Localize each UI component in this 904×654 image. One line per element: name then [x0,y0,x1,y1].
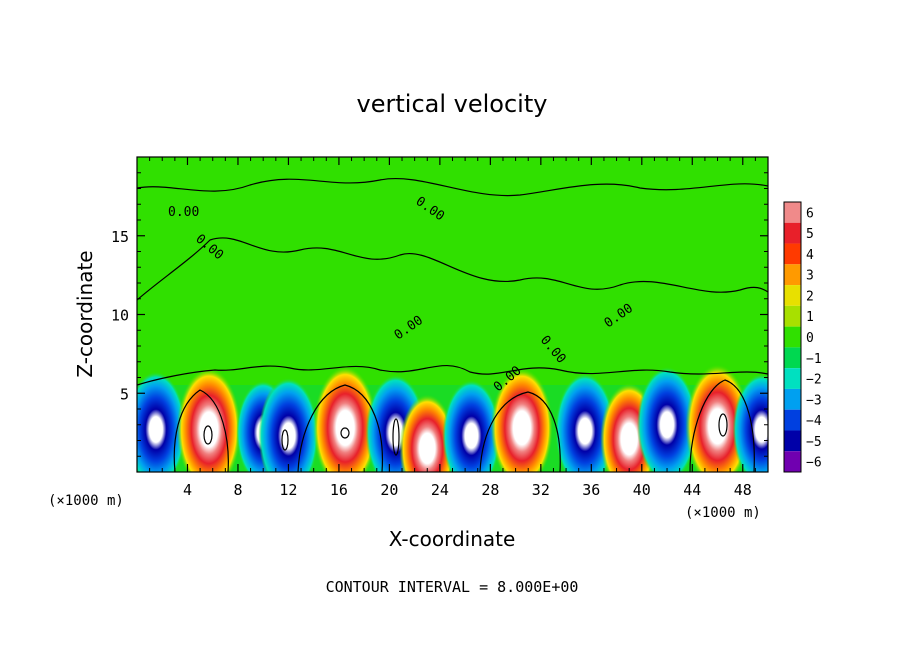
contour-label: 0.00 [168,205,199,220]
colorbar-frame [783,201,802,473]
contour-ellipse [718,413,728,437]
colorbar-label: 5 [806,227,814,242]
colorbar-label: −5 [806,435,822,450]
contour-line [137,237,768,301]
contour-line [137,364,768,386]
downdraft-cell [137,371,186,472]
colorbar-label: −1 [806,352,822,367]
contour-ellipse [281,429,289,451]
colorbar-label: −6 [806,456,822,471]
x-tick-label: 8 [233,481,242,499]
y-tick-label: 10 [111,307,129,325]
contour-line [689,379,755,472]
x-tick-label: 36 [582,481,600,499]
colorbar-swatch [784,451,801,472]
colorbar-swatch [784,409,801,431]
contour-ellipse [340,427,350,439]
colorbar-swatch [784,368,801,389]
colorbar-swatch [784,285,801,306]
velocity-cells [137,364,768,472]
contour-lines [137,178,768,472]
x-tick-label: 16 [330,481,348,499]
x-tick-label: 12 [279,481,297,499]
downdraft-cell [637,366,698,472]
colorbar-swatch [784,347,801,369]
colorbar-swatch [784,243,801,265]
colorbar-swatch [784,264,801,286]
colorbar-label: 3 [806,269,814,284]
downdraft-cell [555,373,616,472]
colorbar-label: 4 [806,248,814,263]
colorbar-swatch [784,222,801,244]
contour-interval: CONTOUR INTERVAL = 8.000E+00 [326,578,579,596]
x-unit-right: (×1000 m) [685,505,761,521]
colorbar-swatch [784,388,801,410]
chart-title: vertical velocity [357,90,548,118]
x-unit-left: (×1000 m) [48,493,124,509]
colorbar-label: 0 [806,331,814,346]
plot-area: 0.00 0.00 0.00 0.00 0.00 0.00 0.00 [137,157,768,472]
colorbar-label: −4 [806,414,822,429]
x-tick-label: 4 [183,481,192,499]
downdraft-cell [732,373,768,472]
contour-line [479,391,561,472]
colorbar-label: −2 [806,373,822,388]
y-tick-label: 5 [120,385,129,403]
colorbar-swatch [784,326,801,348]
y-axis: 5 10 15 [111,172,768,457]
colorbar-label: 1 [806,310,814,325]
x-tick-label: 48 [734,481,752,499]
colorbar-label: −3 [806,393,822,408]
y-axis-label: Z-coordinate [73,250,97,377]
x-tick-label: 44 [683,481,701,499]
downdraft-cell [442,379,501,472]
x-tick-label: 40 [633,481,651,499]
x-axis-label: X-coordinate [389,527,516,551]
colorbar-swatch [784,305,801,327]
contour-line [137,178,768,197]
colorbar-label: 2 [806,289,814,304]
colorbar-label: 6 [806,206,814,221]
x-tick-label: 24 [431,481,449,499]
colorbar-swatch [784,430,801,452]
updraft-cell [685,364,750,472]
y-tick-label: 15 [111,228,129,246]
contour-ellipse [203,425,213,445]
downdraft-cell [258,377,319,472]
contour-line [297,384,384,472]
contour-ellipse [392,418,400,456]
updraft-cell [399,394,456,472]
x-tick-label: 32 [532,481,550,499]
contour-line [173,389,229,472]
x-tick-label: 28 [481,481,499,499]
colorbar: 6 5 4 3 2 1 0 −1 −2 −3 −4 −5 −6 [783,201,822,473]
x-axis: 4 8 12 16 20 24 28 32 36 40 44 48 [149,157,756,499]
updraft-cell [490,367,553,472]
colorbar-swatch [784,202,801,223]
x-tick-label: 20 [380,481,398,499]
updraft-cell [176,367,241,472]
